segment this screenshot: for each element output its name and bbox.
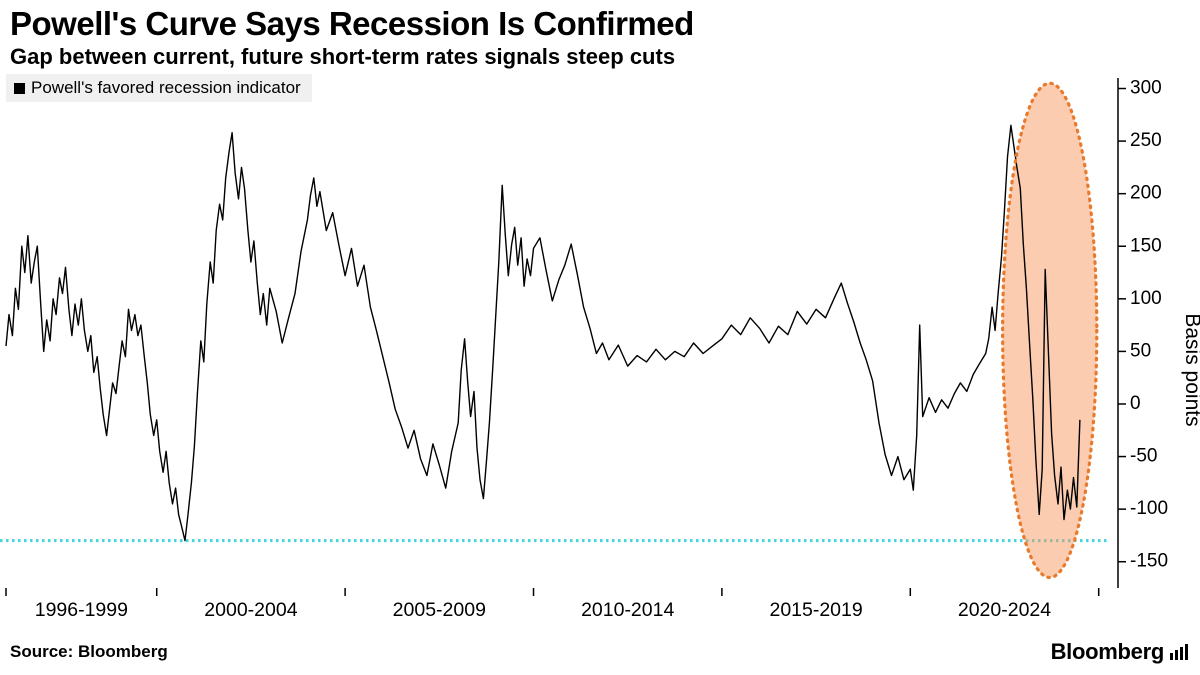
legend-label: Powell's favored recession indicator <box>31 78 301 97</box>
chart-canvas: 300 250 200 150 100 50 0 -50 -100 -150 Basis point… <box>0 78 1200 621</box>
y-axis-tick-label: 100 <box>1130 288 1162 309</box>
series-line <box>5 124 1081 542</box>
brand-name: Bloomberg <box>1050 639 1165 664</box>
y-axis-tick-label: 0 <box>1130 393 1141 414</box>
y-axis-tick-label: 250 <box>1130 130 1162 151</box>
bar-chart-icon <box>1170 644 1188 660</box>
x-axis-tick-label: 2005-2009 <box>393 599 486 621</box>
x-axis-tick-label: 2000-2004 <box>204 599 297 621</box>
y-axis-tick-label: 200 <box>1130 183 1162 204</box>
highlight-ellipse-border <box>1001 81 1099 580</box>
source-note: Source: Bloomberg <box>10 642 168 661</box>
legend: Powell's favored recession indicator <box>6 74 312 102</box>
x-axis-tick-label: 2010-2014 <box>581 599 674 621</box>
highlight-ellipse-fill <box>1002 83 1097 578</box>
chart-header: Powell's Curve Says Recession Is Confirm… <box>0 0 1200 70</box>
chart-footer: Source: Bloomberg Bloomberg <box>0 637 1200 675</box>
y-axis-tick-label: 300 <box>1130 78 1162 99</box>
legend-swatch-icon <box>14 82 25 94</box>
bloomberg-logo: Bloomberg <box>1051 639 1188 665</box>
y-axis-tick-label: -100 <box>1130 498 1168 519</box>
chart-area: Powell's favored recession indicator 300… <box>0 70 1200 637</box>
y-axis-tick-label: 150 <box>1130 235 1162 256</box>
x-axis-tick-label: 1996-1999 <box>35 599 128 621</box>
chart-title: Powell's Curve Says Recession Is Confirm… <box>10 5 694 42</box>
y-axis-title: Basis points <box>1181 313 1200 426</box>
y-axis-tick-label: -150 <box>1130 551 1168 572</box>
chart-subtitle: Gap between current, future short-term r… <box>10 44 676 69</box>
x-axis-tick-label: 2020-2024 <box>958 599 1051 621</box>
y-axis-tick-label: -50 <box>1130 446 1157 467</box>
x-axis-tick-label: 2015-2019 <box>769 599 862 621</box>
y-axis-tick-label: 50 <box>1130 340 1151 361</box>
